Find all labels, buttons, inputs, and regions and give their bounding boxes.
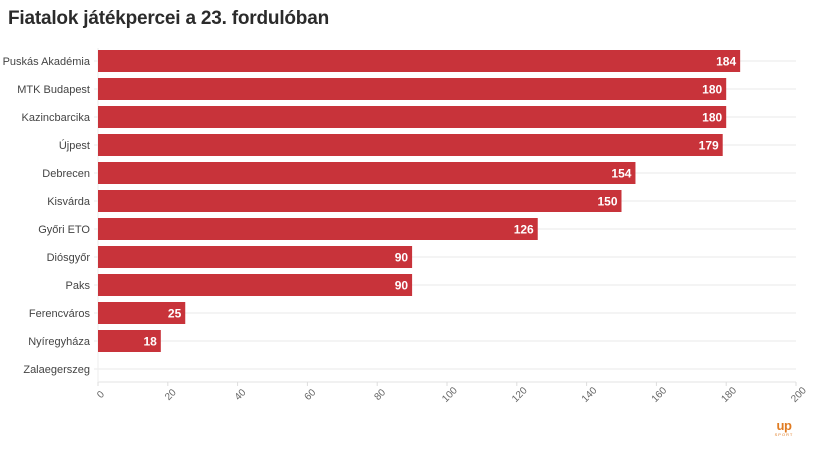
x-tick-label: 20 bbox=[163, 387, 179, 403]
category-label: Zalaegerszeg bbox=[23, 364, 90, 376]
bar bbox=[98, 274, 413, 296]
value-label: 90 bbox=[395, 279, 409, 293]
bar bbox=[98, 134, 723, 156]
x-tick-label: 60 bbox=[303, 387, 319, 403]
logo-sub-text: SPORT bbox=[774, 432, 794, 437]
logo-main-text: up bbox=[776, 418, 792, 433]
x-tick-label: 140 bbox=[580, 385, 600, 405]
bar bbox=[98, 162, 636, 184]
x-tick-label: 200 bbox=[789, 385, 809, 405]
value-label: 179 bbox=[699, 139, 719, 153]
x-tick-label: 40 bbox=[233, 387, 249, 403]
bar bbox=[98, 302, 186, 324]
value-label: 180 bbox=[702, 111, 722, 125]
bar bbox=[98, 78, 727, 100]
category-label: Diósgyőr bbox=[47, 252, 91, 264]
x-tick-label: 120 bbox=[510, 385, 530, 405]
bar bbox=[98, 190, 622, 212]
bar bbox=[98, 246, 413, 268]
value-label: 90 bbox=[395, 251, 409, 265]
category-label: Kisvárda bbox=[47, 196, 91, 208]
value-label: 25 bbox=[168, 307, 182, 321]
value-label: 18 bbox=[143, 335, 157, 349]
x-tick-label: 160 bbox=[650, 385, 670, 405]
value-label: 150 bbox=[597, 195, 617, 209]
value-label: 126 bbox=[514, 223, 534, 237]
x-tick-label: 100 bbox=[440, 385, 460, 405]
chart-title: Fiatalok játékpercei a 23. fordulóban bbox=[8, 8, 329, 29]
value-label: 154 bbox=[611, 167, 631, 181]
category-label: MTK Budapest bbox=[17, 84, 90, 96]
category-label: Ferencváros bbox=[29, 308, 91, 320]
up-sport-logo: up SPORT bbox=[769, 418, 799, 438]
value-label: 180 bbox=[702, 83, 722, 97]
category-label: Kazincbarcika bbox=[22, 112, 91, 124]
x-tick-label: 0 bbox=[95, 389, 107, 401]
bar bbox=[98, 330, 161, 352]
x-tick-label: 180 bbox=[719, 385, 739, 405]
value-label: 184 bbox=[716, 55, 736, 69]
category-label: Újpest bbox=[59, 139, 90, 152]
bar bbox=[98, 218, 538, 240]
bar bbox=[98, 50, 741, 72]
x-tick-label: 80 bbox=[372, 387, 388, 403]
category-label: Győri ETO bbox=[38, 224, 90, 236]
category-label: Nyíregyháza bbox=[28, 336, 91, 348]
category-label: Debrecen bbox=[42, 168, 90, 180]
category-label: Paks bbox=[66, 280, 91, 292]
bar bbox=[98, 106, 727, 128]
category-label: Puskás Akadémia bbox=[3, 56, 91, 68]
